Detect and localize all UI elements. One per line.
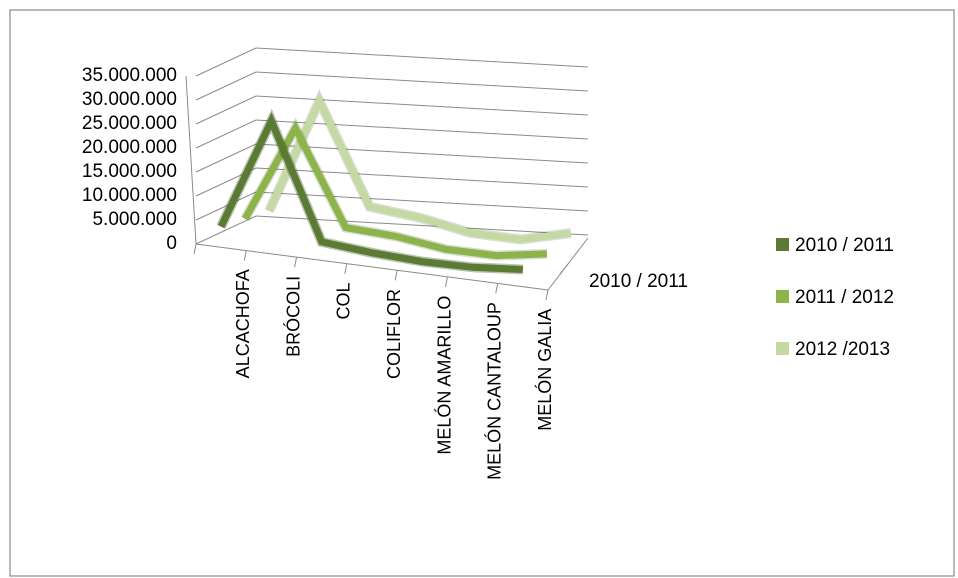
series-line	[265, 92, 572, 244]
legend: 2010 / 2011 2011 / 2012 2012 /2013	[776, 235, 894, 360]
depth-tick-mark	[559, 263, 569, 275]
chart-border	[9, 9, 955, 577]
legend-label: 2011 / 2012	[795, 287, 894, 308]
gridline-left	[195, 47, 257, 77]
x-tick-label: MELÓN GALIA	[534, 309, 555, 431]
y-tick-label: 5.000.000	[92, 209, 177, 230]
legend-swatch	[776, 238, 789, 251]
gridline-back	[255, 95, 589, 116]
y-tick-label: 35.000.000	[82, 65, 177, 86]
x-tick-label: BRÓCOLI	[282, 276, 303, 357]
gridline-back	[255, 191, 589, 212]
legend-swatch	[776, 342, 789, 355]
x-tick-label: MELÓN AMARILLO	[433, 296, 454, 455]
gridline-back	[255, 71, 589, 92]
gridline-left	[195, 119, 257, 149]
y-tick-label: 25.000.000	[82, 113, 177, 134]
x-tick-mark	[545, 289, 549, 301]
x-tick-mark	[444, 276, 448, 287]
gridline-back	[255, 167, 589, 188]
y-axis-line	[185, 75, 197, 245]
x-tick-mark	[344, 263, 348, 274]
gridlines	[185, 47, 589, 301]
x-tick-mark	[495, 283, 499, 294]
x-tick-label: COLIFLOR	[384, 289, 404, 379]
legend-label: 2012 /2013	[795, 339, 890, 360]
y-axis-ticks: 35.000.000 30.000.000 25.000.000 20.000.000…	[82, 65, 177, 254]
y-tick-label: 20.000.000	[82, 137, 177, 158]
x-tick-label: COL	[334, 282, 354, 319]
x-tick-mark	[394, 270, 398, 281]
x-tick-label: MELÓN CANTALOUP	[484, 302, 505, 480]
y-tick-label: 30.000.000	[82, 89, 177, 110]
gridline-left	[195, 215, 257, 245]
depth-axis-label: 2010 / 2011	[589, 271, 688, 292]
gridline-left	[195, 191, 257, 221]
y-tick-label: 15.000.000	[82, 161, 177, 182]
series-layer	[216, 89, 572, 275]
y-tick-label: 10.000.000	[82, 185, 177, 206]
x-axis-ticks: ALCACHOFA BRÓCOLI COL COLIFLOR MELÓN AMARILL…	[233, 269, 555, 480]
x-tick-mark	[243, 250, 247, 261]
x-tick-mark	[294, 257, 298, 268]
x-tick-label: ALCACHOFA	[233, 269, 253, 378]
gridline-left	[195, 143, 257, 173]
gridline-left	[195, 71, 257, 101]
floor-front	[195, 243, 549, 291]
y-tick-label: 0	[166, 233, 177, 254]
series-line	[242, 120, 548, 260]
x-tick-mark	[193, 243, 197, 255]
series-line	[217, 112, 524, 273]
gridline-back	[255, 143, 589, 164]
legend-label: 2010 / 2011	[795, 235, 894, 256]
legend-swatch	[776, 290, 789, 303]
gridline-left	[195, 95, 257, 125]
gridline-back	[255, 47, 589, 68]
